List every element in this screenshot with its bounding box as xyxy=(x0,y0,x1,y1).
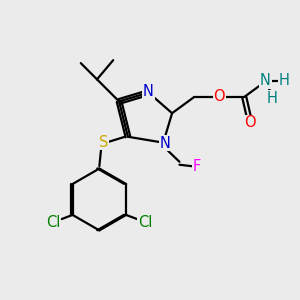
Text: Cl: Cl xyxy=(46,215,61,230)
Text: H: H xyxy=(278,73,289,88)
Text: F: F xyxy=(193,159,201,174)
Text: H: H xyxy=(266,91,277,106)
Text: O: O xyxy=(213,89,225,104)
Text: N: N xyxy=(143,85,154,100)
Text: N: N xyxy=(159,136,170,151)
Text: O: O xyxy=(244,116,256,130)
Text: Cl: Cl xyxy=(138,215,152,230)
Text: S: S xyxy=(99,134,109,149)
Text: N: N xyxy=(260,73,271,88)
